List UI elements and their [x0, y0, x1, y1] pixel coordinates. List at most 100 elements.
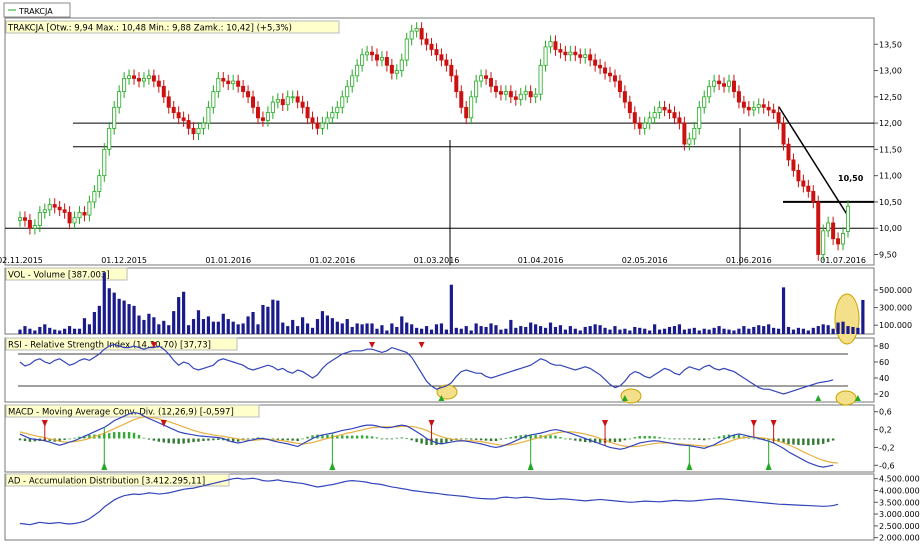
volume-bar: [692, 327, 696, 334]
macd-histogram-bar: [579, 438, 582, 442]
macd-histogram-bar: [792, 438, 795, 445]
price-y-tick-label: 12,50: [879, 93, 902, 102]
macd-histogram-bar: [762, 438, 765, 440]
volume-bar: [305, 323, 310, 334]
volume-bar: [256, 324, 260, 334]
macd-histogram-bar: [68, 438, 71, 440]
candle-body: [493, 85, 498, 92]
candle-body: [295, 96, 300, 103]
volume-bar: [97, 305, 101, 334]
candle-body: [677, 117, 682, 124]
volume-bar: [142, 319, 146, 334]
candle-body: [816, 201, 821, 255]
macd-histogram-bar: [231, 438, 235, 442]
macd-histogram-bar: [390, 438, 394, 440]
candle-body: [627, 101, 632, 113]
macd-histogram-bar: [122, 432, 126, 439]
volume-bar: [489, 323, 493, 334]
volume-bar: [504, 328, 508, 334]
candle-body: [92, 191, 97, 203]
macd-histogram-bar: [574, 438, 577, 441]
macd-histogram-bar: [638, 435, 641, 439]
volume-bar: [469, 330, 473, 334]
candle-body: [355, 64, 360, 77]
volume-bar: [211, 321, 215, 334]
macd-histogram-bar: [509, 437, 513, 439]
candle-body: [236, 80, 241, 87]
volume-bar: [385, 330, 389, 334]
candle-body: [107, 127, 112, 150]
candle-body: [573, 51, 578, 56]
volume-bar: [216, 321, 220, 334]
macd-histogram-bar: [18, 438, 22, 441]
macd-histogram-bar: [802, 438, 805, 445]
volume-bar: [846, 326, 850, 334]
volume-y-tick-label: 300.000: [879, 304, 912, 313]
candle-body: [379, 57, 384, 61]
price-x-tick-label: 02.05.2016: [622, 256, 668, 265]
price-x-tick-label: 01.12.2015: [101, 256, 147, 265]
volume-bar: [43, 324, 47, 334]
volume-bar: [350, 326, 354, 334]
candle-body: [399, 59, 404, 71]
volume-bar: [72, 328, 77, 334]
volume-bar: [672, 326, 677, 334]
volume-bar: [410, 324, 414, 334]
volume-bar: [796, 327, 801, 334]
macd-histogram-bar: [251, 438, 255, 439]
volume-bar: [231, 321, 235, 334]
candle-body: [796, 170, 801, 182]
plot-layer: 9,50 10,00 10,50 11,00 11,50 12,00 12,50 13,00 1…: [0, 22, 920, 543]
volume-highlight: [834, 293, 860, 345]
macd-histogram-bar: [182, 438, 185, 444]
macd-histogram-bar: [479, 438, 483, 441]
legend-box: [3, 2, 71, 18]
volume-bar: [529, 322, 533, 334]
volume-bar: [727, 329, 731, 334]
volume-bar: [395, 326, 399, 334]
macd-histogram-bar: [28, 438, 32, 442]
macd-histogram-bar: [608, 438, 612, 443]
candle-body: [350, 75, 355, 87]
price-x-tick-label: 01.06.2016: [726, 256, 772, 265]
candle-body: [459, 91, 464, 108]
volume-bar: [439, 323, 444, 334]
volume-bar: [548, 322, 553, 334]
macd-histogram-bar: [598, 438, 602, 443]
macd-histogram-bar: [752, 438, 755, 440]
volume-y-tick-label: 500.000: [879, 286, 912, 295]
macd-buy-marker: [527, 462, 534, 470]
volume-bar: [464, 326, 468, 334]
macd-panel-title: MACD - Moving Average Conv. Div. (12,26,…: [8, 408, 234, 418]
volume-bar: [841, 321, 845, 334]
volume-bar: [786, 326, 791, 334]
macd-histogram-bar: [544, 435, 547, 439]
volume-bar: [603, 327, 607, 334]
macd-histogram-bar: [673, 438, 676, 440]
volume-bar: [102, 272, 106, 334]
candle-body: [310, 117, 315, 124]
rsi-sell-marker: [418, 342, 425, 348]
macd-histogram-bar: [336, 435, 339, 439]
volume-bar: [241, 323, 245, 334]
candle-body: [404, 38, 409, 61]
volume-bar: [315, 319, 320, 334]
price-title-box: [5, 20, 340, 34]
volume-bar: [543, 327, 548, 334]
macd-histogram-bar: [812, 438, 815, 445]
volume-bar: [573, 328, 577, 334]
volume-bar: [420, 328, 424, 334]
volume-bar: [682, 329, 686, 334]
volume-bar: [87, 324, 92, 334]
price-y-tick-label: 11,00: [879, 172, 902, 181]
macd-line: [19, 411, 834, 468]
candle-body: [102, 148, 107, 177]
macd-histogram-bar: [455, 438, 458, 440]
volume-bar: [53, 329, 57, 334]
volume-bar: [553, 326, 558, 334]
candle-body: [211, 91, 216, 108]
volume-bar: [687, 328, 691, 334]
volume-bar: [479, 326, 483, 334]
candle-body: [533, 93, 538, 98]
candle-body: [275, 99, 280, 103]
